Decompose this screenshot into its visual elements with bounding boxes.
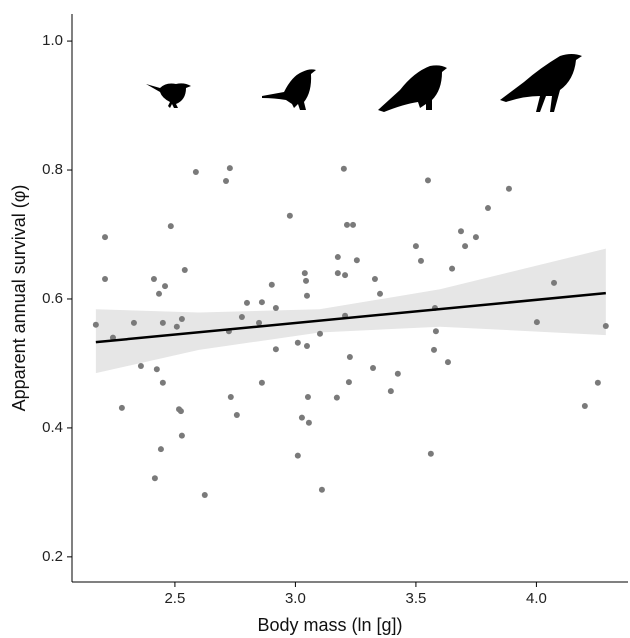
data-point xyxy=(201,491,208,498)
data-point xyxy=(457,228,464,235)
y-tick-label: 0.4 xyxy=(42,419,63,436)
data-point xyxy=(130,319,137,326)
data-point xyxy=(298,414,305,421)
data-point xyxy=(444,359,451,366)
data-point xyxy=(472,234,479,241)
data-point xyxy=(258,379,265,386)
data-point xyxy=(316,330,323,337)
data-point xyxy=(286,212,293,219)
data-point xyxy=(238,314,245,321)
data-point xyxy=(102,275,109,282)
data-point xyxy=(594,379,601,386)
data-point xyxy=(533,319,540,326)
data-point xyxy=(371,275,378,282)
data-point xyxy=(350,221,357,228)
data-point xyxy=(412,243,419,250)
data-point xyxy=(581,402,588,409)
data-point xyxy=(462,243,469,250)
data-point xyxy=(92,321,99,328)
data-point xyxy=(377,290,384,297)
data-point xyxy=(430,346,437,353)
x-tick-label: 2.5 xyxy=(164,590,185,607)
data-point xyxy=(333,394,340,401)
y-tick-label: 0.8 xyxy=(42,161,63,178)
data-point xyxy=(424,177,431,184)
x-tick-label: 3.5 xyxy=(405,590,426,607)
data-point xyxy=(370,364,377,371)
data-point xyxy=(303,292,310,299)
data-point xyxy=(345,379,352,386)
data-point xyxy=(343,221,350,228)
data-point xyxy=(346,353,353,360)
y-tick-label: 1.0 xyxy=(42,32,63,49)
data-point xyxy=(301,270,308,277)
bird-silhouettes xyxy=(146,54,582,112)
data-point xyxy=(272,304,279,311)
data-point xyxy=(340,165,347,172)
x-axis-title: Body mass (ln [g]) xyxy=(257,615,402,635)
data-point xyxy=(427,450,434,457)
bird-small xyxy=(146,83,191,108)
data-point xyxy=(318,486,325,493)
data-point xyxy=(178,432,185,439)
data-point xyxy=(150,275,157,282)
data-point xyxy=(162,283,169,290)
data-point xyxy=(505,185,512,192)
data-point xyxy=(137,363,144,370)
data-point xyxy=(342,272,349,279)
data-point xyxy=(334,270,341,277)
data-point xyxy=(159,379,166,386)
data-point xyxy=(272,346,279,353)
x-tick-label: 4.0 xyxy=(526,590,547,607)
data-point xyxy=(304,393,311,400)
data-point xyxy=(387,388,394,395)
plot-area xyxy=(92,165,609,498)
data-point xyxy=(305,419,312,426)
data-point xyxy=(102,234,109,241)
data-point xyxy=(159,319,166,326)
data-point xyxy=(258,299,265,306)
data-point xyxy=(303,343,310,350)
data-point xyxy=(156,290,163,297)
y-tick-label: 0.2 xyxy=(42,548,63,565)
data-point xyxy=(353,257,360,264)
regression-line xyxy=(95,291,606,344)
data-point xyxy=(268,281,275,288)
data-point xyxy=(233,412,240,419)
y-axis-title: Apparent annual survival (φ) xyxy=(9,185,29,412)
bird-largest xyxy=(500,54,582,112)
data-point xyxy=(394,370,401,377)
data-point xyxy=(602,323,609,330)
data-point xyxy=(151,475,158,482)
data-point xyxy=(243,299,250,306)
data-point xyxy=(157,446,164,453)
data-point xyxy=(223,177,230,184)
data-point xyxy=(294,339,301,346)
bird-medium xyxy=(262,69,316,110)
x-tick-label: 3.0 xyxy=(285,590,306,607)
data-point xyxy=(177,408,184,415)
data-point xyxy=(432,328,439,335)
data-point xyxy=(178,315,185,322)
data-point xyxy=(303,277,310,284)
data-point xyxy=(417,257,424,264)
data-point xyxy=(181,266,188,273)
data-point xyxy=(227,393,234,400)
data-point xyxy=(173,323,180,330)
bird-large xyxy=(378,65,447,112)
data-point xyxy=(167,223,174,230)
data-point xyxy=(484,205,491,212)
data-point xyxy=(449,265,456,272)
data-point xyxy=(551,279,558,286)
data-point xyxy=(334,254,341,261)
data-point xyxy=(226,165,233,172)
data-point xyxy=(294,452,301,459)
data-point xyxy=(192,168,199,175)
confidence-band xyxy=(95,248,606,374)
data-point xyxy=(153,366,160,373)
y-tick-label: 0.6 xyxy=(42,290,63,307)
data-point xyxy=(256,319,263,326)
data-point xyxy=(118,404,125,411)
